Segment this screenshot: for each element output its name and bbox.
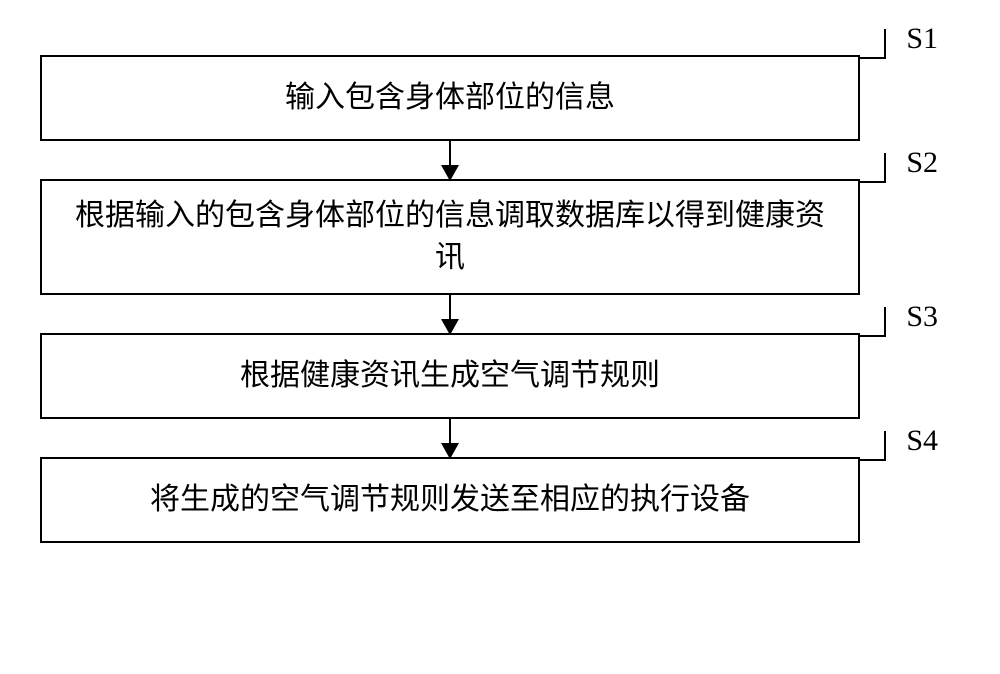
step-box: 根据健康资讯生成空气调节规则S3 [40,333,860,419]
step-text: 输入包含身体部位的信息 [285,77,615,119]
label-connector-v [884,307,886,335]
label-connector-h [858,57,886,59]
arrow-down-icon [449,141,451,179]
label-connector-v [884,431,886,459]
step-label: S2 [906,146,938,180]
label-connector-h [858,181,886,183]
step-box: 根据输入的包含身体部位的信息调取数据库以得到健康资讯S2 [40,179,860,295]
step-label: S3 [906,300,938,334]
step-text: 将生成的空气调节规则发送至相应的执行设备 [150,479,750,521]
step-s4: 将生成的空气调节规则发送至相应的执行设备S4 [40,457,960,543]
step-s2: 根据输入的包含身体部位的信息调取数据库以得到健康资讯S2 [40,179,960,295]
step-text: 根据健康资讯生成空气调节规则 [240,355,660,397]
step-box: 将生成的空气调节规则发送至相应的执行设备S4 [40,457,860,543]
arrow-down-icon [449,295,451,333]
label-connector-h [858,335,886,337]
step-label: S4 [906,424,938,458]
step-s3: 根据健康资讯生成空气调节规则S3 [40,333,960,419]
label-connector-h [858,459,886,461]
arrow-spacer [40,295,960,333]
step-s1: 输入包含身体部位的信息S1 [40,55,960,141]
flowchart: 输入包含身体部位的信息S1根据输入的包含身体部位的信息调取数据库以得到健康资讯S… [40,55,960,543]
arrow-spacer [40,419,960,457]
arrow-down-icon [449,419,451,457]
step-box: 输入包含身体部位的信息S1 [40,55,860,141]
step-label: S1 [906,22,938,56]
label-connector-v [884,153,886,181]
label-connector-v [884,29,886,57]
arrow-spacer [40,141,960,179]
step-text: 根据输入的包含身体部位的信息调取数据库以得到健康资讯 [62,195,838,279]
